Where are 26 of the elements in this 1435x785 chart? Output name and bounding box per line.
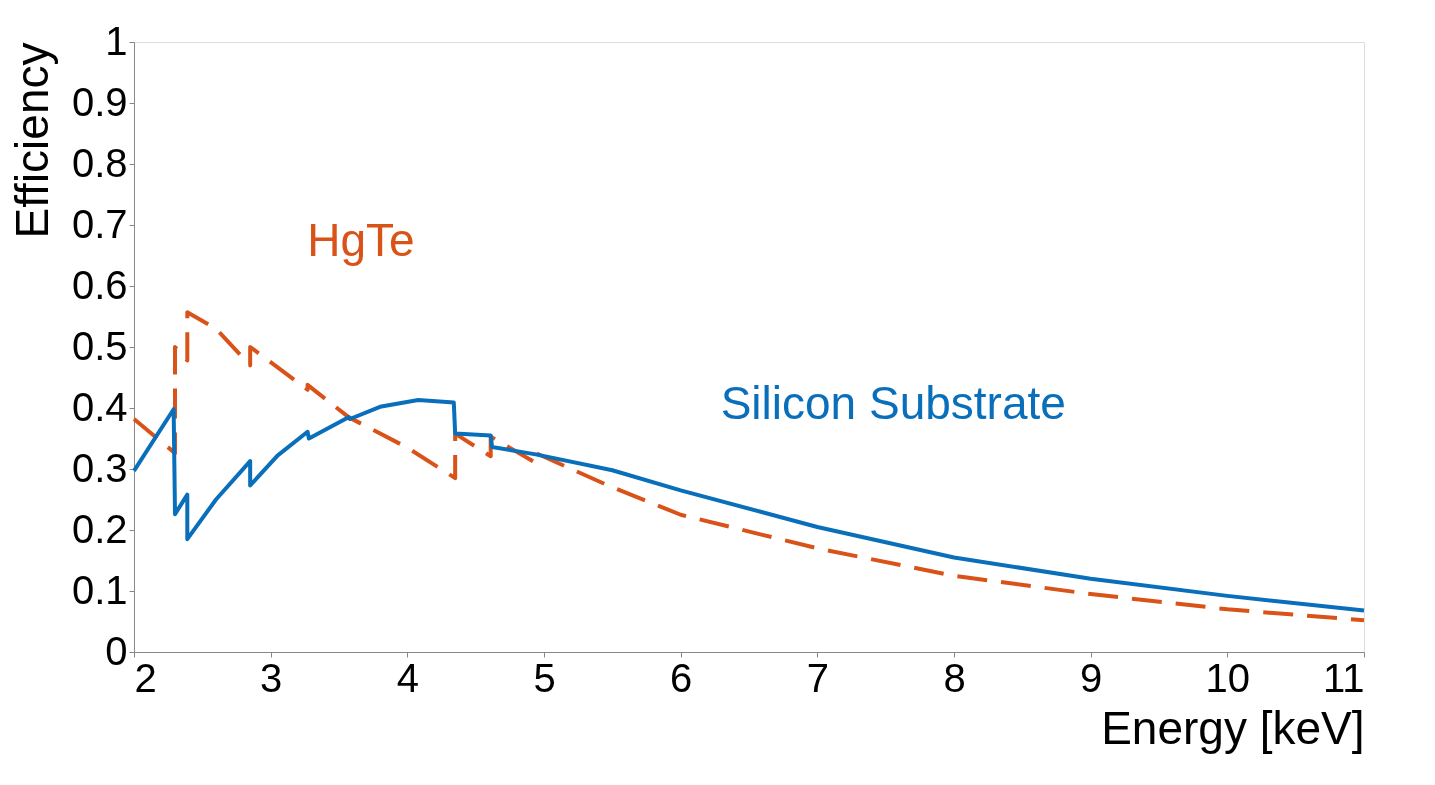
x-tick-label: 8 [943, 655, 966, 700]
x-tick-label: 7 [806, 655, 829, 700]
y-tick-label: 0.6 [71, 262, 128, 307]
line-series [132, 310, 1366, 623]
y-tick-label: 0 [105, 628, 128, 673]
x-tick-label: 2 [134, 655, 157, 700]
x-tick-label: 3 [260, 655, 283, 700]
y-tick-label: 0.9 [71, 79, 128, 124]
x-tick-label: 9 [1080, 655, 1103, 700]
y-tick-label: 0.5 [71, 323, 128, 368]
x-axis-title: Energy [keV] [1101, 701, 1365, 754]
y-tick-label: 1 [105, 18, 128, 63]
x-tick-label: 10 [1205, 655, 1251, 700]
y-tick-label: 0.1 [71, 567, 128, 612]
y-tick-label: 0.8 [71, 140, 128, 185]
text: HgTe [307, 214, 415, 267]
y-axis-title: Efficiency [5, 42, 58, 239]
x-tick-label: 5 [533, 655, 556, 700]
y-tick-label: 0.3 [71, 445, 128, 490]
y-tick-label: 0.4 [71, 384, 128, 429]
x-tick-label: 6 [670, 655, 693, 700]
y-tick-label: 0.2 [71, 506, 128, 551]
x-tick-label: 4 [396, 655, 419, 700]
x-tick-label: 11 [1322, 655, 1365, 700]
series-label: Silicon Substrate [720, 377, 1066, 430]
y-tick-label: 0.7 [71, 201, 128, 246]
